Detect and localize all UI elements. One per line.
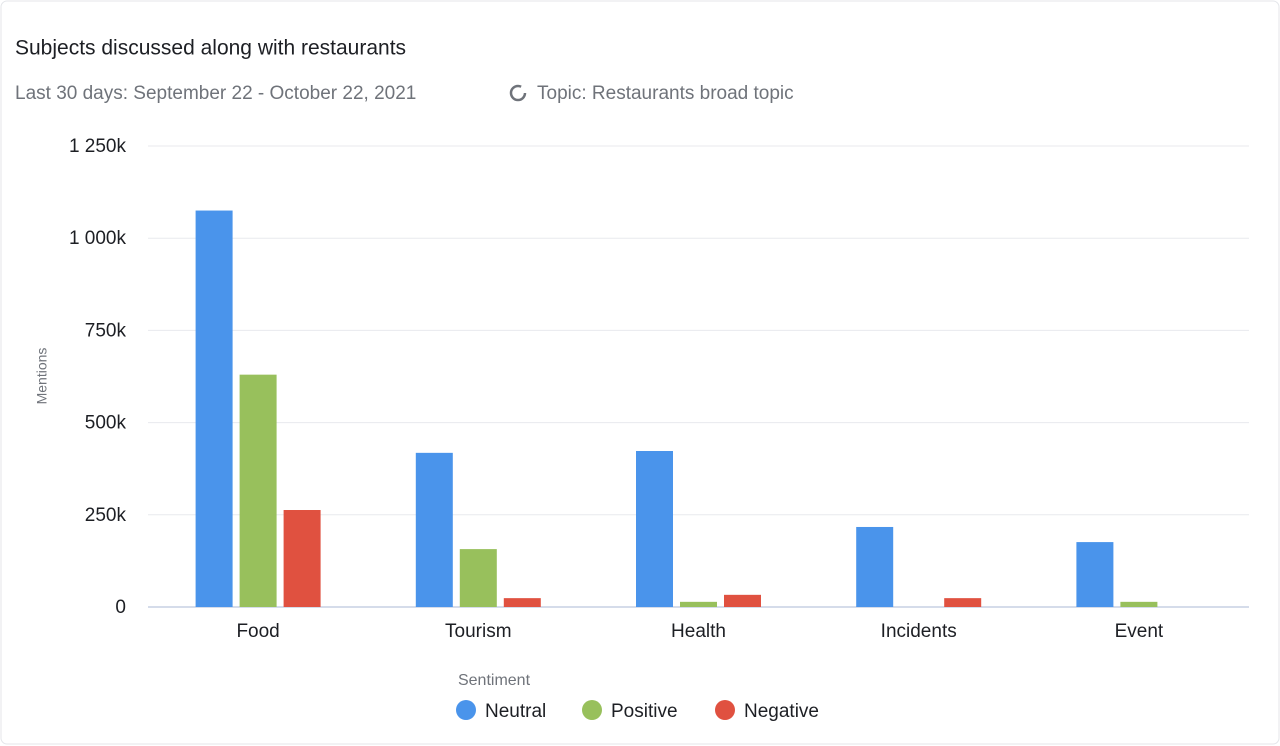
bar xyxy=(724,594,761,607)
bar xyxy=(195,210,233,608)
legend-label: Negative xyxy=(744,701,819,722)
y-axis-label: Mentions xyxy=(34,348,50,405)
legend-marker xyxy=(456,700,476,720)
bar xyxy=(459,549,497,607)
y-tick-label: 500k xyxy=(85,413,127,434)
bar xyxy=(503,598,541,607)
bar xyxy=(239,374,277,607)
chart-title: Subjects discussed along with restaurant… xyxy=(15,37,406,60)
chart-subtitle: Last 30 days: September 22 - October 22,… xyxy=(15,83,416,104)
legend-title: Sentiment xyxy=(458,672,531,689)
legend-marker xyxy=(715,700,735,720)
y-tick-label: 1 250k xyxy=(69,136,127,157)
bar xyxy=(1120,601,1158,607)
bar xyxy=(283,510,321,607)
bar xyxy=(1076,542,1114,607)
y-tick-label: 0 xyxy=(115,597,126,618)
legend-label: Neutral xyxy=(485,701,546,722)
y-tick-label: 1 000k xyxy=(69,228,127,249)
bar xyxy=(415,452,453,607)
bar xyxy=(636,450,673,607)
y-tick-label: 250k xyxy=(85,505,127,526)
bar xyxy=(944,598,982,607)
bar xyxy=(856,526,894,607)
legend-label: Positive xyxy=(611,701,678,722)
x-tick-label: Incidents xyxy=(881,621,957,642)
y-tick-label: 750k xyxy=(85,320,127,341)
x-tick-label: Food xyxy=(236,621,279,642)
x-tick-label: Health xyxy=(671,621,726,642)
x-tick-label: Tourism xyxy=(445,621,512,642)
bar xyxy=(680,601,717,607)
topic-icon xyxy=(509,84,527,102)
topic: Topic: Restaurants broad topic xyxy=(537,83,794,104)
legend-marker xyxy=(582,700,602,720)
x-tick-label: Event xyxy=(1115,621,1164,642)
